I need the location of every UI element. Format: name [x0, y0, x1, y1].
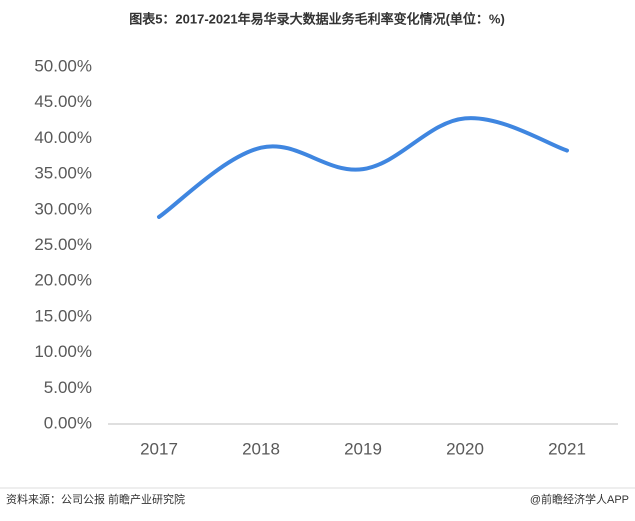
x-tick-label: 2020	[446, 439, 484, 458]
y-tick-label: 0.00%	[44, 413, 92, 432]
y-tick-label: 15.00%	[34, 306, 92, 325]
credit: @前瞻经济学人APP	[530, 492, 629, 506]
source: 资料来源：公司公报 前瞻产业研究院	[6, 492, 185, 506]
y-tick-label: 45.00%	[34, 92, 92, 111]
y-tick-label: 10.00%	[34, 342, 92, 361]
y-tick-label: 40.00%	[34, 128, 92, 147]
y-tick-label: 35.00%	[34, 164, 92, 183]
y-tick-label: 50.00%	[34, 56, 92, 75]
x-tick-label: 2019	[344, 439, 382, 458]
line	[157, 116, 569, 219]
y-tick-label: 25.00%	[34, 235, 92, 254]
x-tick-label: 2021	[548, 439, 586, 458]
y-tick-label: 20.00%	[34, 271, 92, 290]
chart-title: 图表5：2017-2021年易华录大数据业务毛利率变化情况(单位：%)	[129, 11, 505, 26]
x-tick-label: 2018	[242, 439, 280, 458]
y-tick-label: 30.00%	[34, 199, 92, 218]
y-tick-label: 5.00%	[44, 378, 92, 397]
x-tick-label: 2017	[140, 439, 178, 458]
